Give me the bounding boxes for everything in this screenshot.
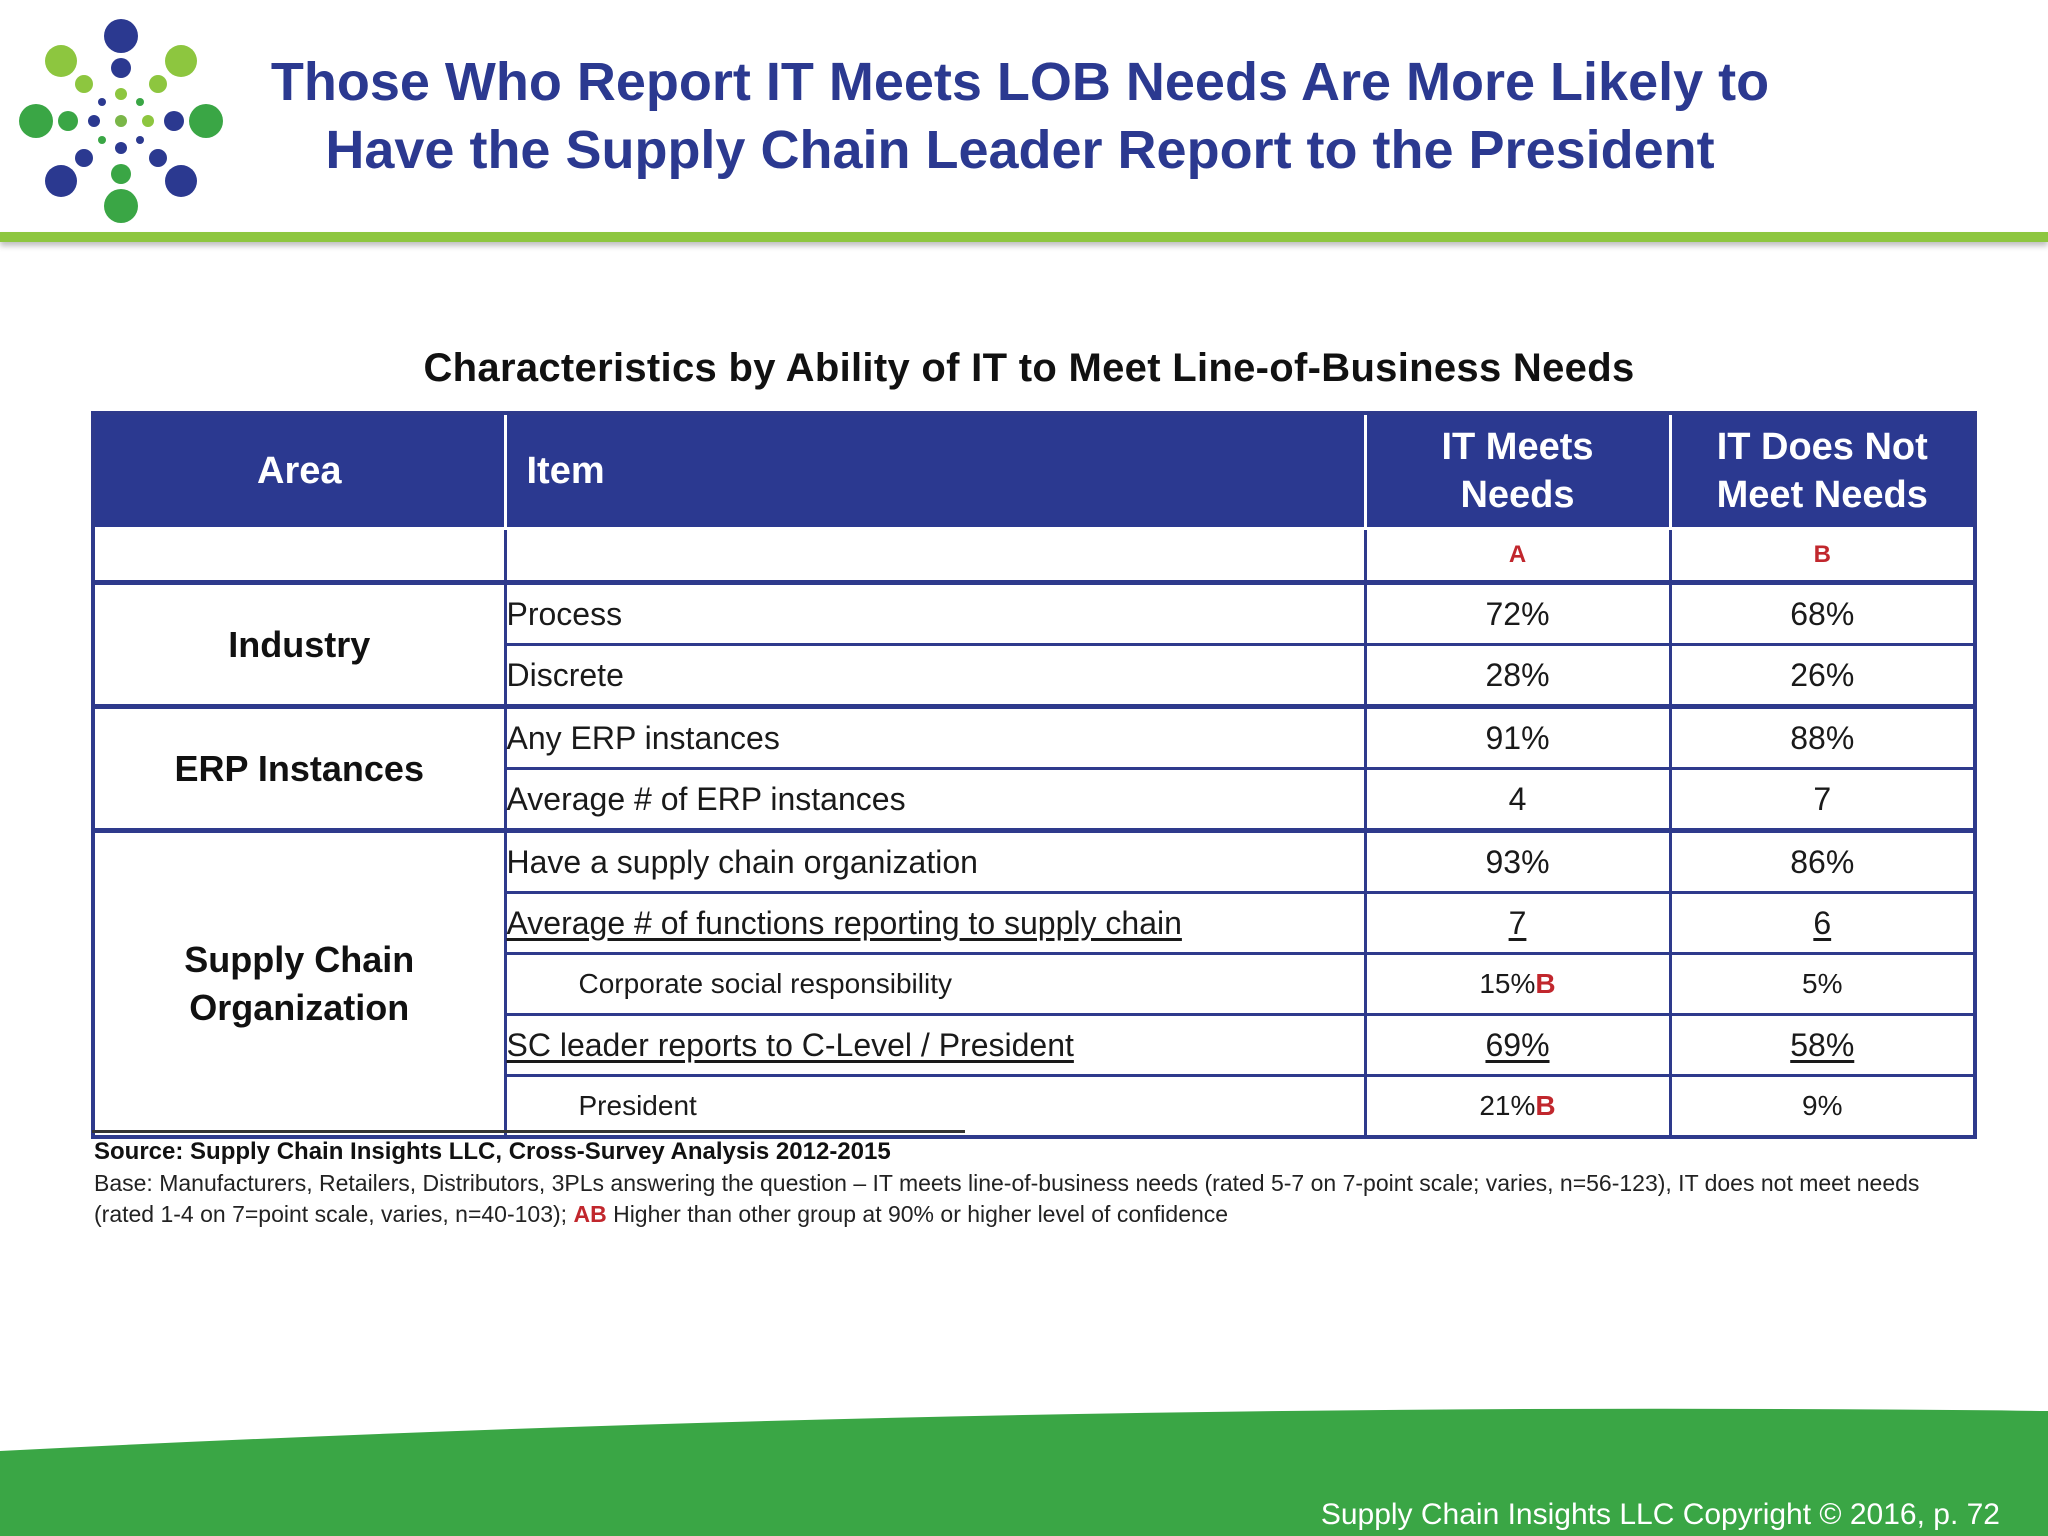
area-supply-chain-organization: Supply Chain Organization [91, 828, 507, 1139]
letter-cell-empty [503, 527, 1367, 584]
header-b-line-2: Meet Needs [1716, 474, 1928, 516]
table-row: President 21%B 9% [93, 1074, 1977, 1139]
area-industry: Industry [91, 580, 507, 708]
slide-title-line-2: Have the Supply Chain Leader Report to t… [325, 120, 1715, 180]
value-text: 7 [1508, 904, 1527, 941]
base-note: Base: Manufacturers, Retailers, Distribu… [94, 1168, 1934, 1230]
significance-legend-mark: AB [573, 1201, 607, 1227]
slide-title-line-1: Those Who Report IT Meets LOB Needs Are … [270, 52, 1770, 112]
item-cell: Discrete [503, 643, 1367, 708]
area-line-2: Organization [189, 987, 410, 1028]
base-note-text-end: Higher than other group at 90% or higher… [606, 1201, 1229, 1227]
area-line-1: Supply Chain [184, 939, 415, 980]
value-b: 26% [1668, 643, 1977, 708]
characteristics-table: Area Item IT Meets Needs IT Does Not Mee… [91, 411, 1977, 1139]
header-item: Item [503, 411, 1367, 530]
item-cell: President [503, 1074, 1367, 1139]
value-text: 58% [1790, 1026, 1855, 1063]
table-title: Characteristics by Ability of IT to Meet… [423, 346, 1635, 390]
header-it-meets-needs: IT Meets Needs [1363, 411, 1672, 530]
value-text: 6 [1813, 904, 1832, 941]
source-note: Source: Supply Chain Insights LLC, Cross… [94, 1138, 891, 1165]
item-text: SC leader reports to C-Level / President [506, 1026, 1074, 1063]
area-erp-instances: ERP Instances [91, 704, 507, 832]
item-text: Average # of functions reporting to supp… [506, 904, 1182, 941]
slide-title: Those Who Report IT Meets LOB Needs Are … [230, 48, 1810, 184]
item-cell: Any ERP instances [503, 704, 1367, 770]
value-a: 28% [1363, 643, 1672, 708]
item-cell: Process [503, 580, 1367, 646]
value-a: 21%B [1363, 1074, 1672, 1139]
value-a: 15%B [1363, 952, 1672, 1016]
base-note-text: Base: Manufacturers, Retailers, Distribu… [94, 1170, 1920, 1227]
title-divider [0, 232, 2048, 242]
group-letter-b: B [1668, 527, 1977, 584]
group-letter-a: A [1363, 527, 1672, 584]
value-b: 58% [1668, 1013, 1977, 1077]
header-a-line-2: Needs [1460, 474, 1575, 516]
footer-band [0, 1408, 2048, 1536]
value-a: 72% [1363, 580, 1672, 646]
item-cell: Have a supply chain organization [503, 828, 1367, 894]
value-b: 68% [1668, 580, 1977, 646]
item-cell: Average # of ERP instances [503, 767, 1367, 832]
dots-circle-logo-icon [19, 19, 223, 223]
header-b-line-1: IT Does Not [1716, 426, 1928, 468]
table-header-row: Area Item IT Meets Needs IT Does Not Mee… [91, 411, 1977, 530]
value-b: 88% [1668, 704, 1977, 770]
item-cell: Corporate social responsibility [503, 952, 1367, 1016]
table-row: Corporate social responsibility 15%B 5% [93, 952, 1977, 1016]
value-b: 6 [1668, 891, 1977, 955]
value-a: 91% [1363, 704, 1672, 770]
item-cell: SC leader reports to C-Level / President [503, 1013, 1367, 1077]
table-row: Discrete 28% 26% [93, 643, 1977, 708]
value-b: 9% [1668, 1074, 1977, 1139]
copyright-footer: Supply Chain Insights LLC Copyright © 20… [1320, 1498, 2000, 1531]
group-letter-row: A B [91, 527, 1977, 584]
value-a: 93% [1363, 828, 1672, 894]
source-divider [92, 1130, 965, 1133]
table-row: Average # of ERP instances 4 7 [93, 767, 1977, 832]
value-text: 21% [1479, 1090, 1536, 1121]
value-b: 7 [1668, 767, 1977, 832]
header-it-does-not-meet-needs: IT Does Not Meet Needs [1668, 411, 1977, 530]
value-a: 7 [1363, 891, 1672, 955]
value-text: 15% [1479, 968, 1536, 999]
table-row: Average # of functions reporting to supp… [93, 891, 1977, 955]
value-b: 86% [1668, 828, 1977, 894]
header-a-line-1: IT Meets [1441, 426, 1594, 468]
table-row: Supply Chain Organization Have a supply … [91, 828, 1977, 1139]
value-text: 69% [1485, 1026, 1550, 1063]
table-row: ERP Instances Any ERP instances 91% 88% [91, 704, 1977, 832]
item-cell: Average # of functions reporting to supp… [503, 891, 1367, 955]
table-row: SC leader reports to C-Level / President… [93, 1013, 1977, 1077]
header-area: Area [91, 411, 507, 530]
value-a: 69% [1363, 1013, 1672, 1077]
significance-mark: B [1535, 968, 1556, 999]
value-b: 5% [1668, 952, 1977, 1016]
significance-mark: B [1535, 1090, 1556, 1121]
value-a: 4 [1363, 767, 1672, 832]
table-row: Industry Process 72% 68% [91, 580, 1977, 708]
letter-cell-empty [91, 527, 507, 584]
